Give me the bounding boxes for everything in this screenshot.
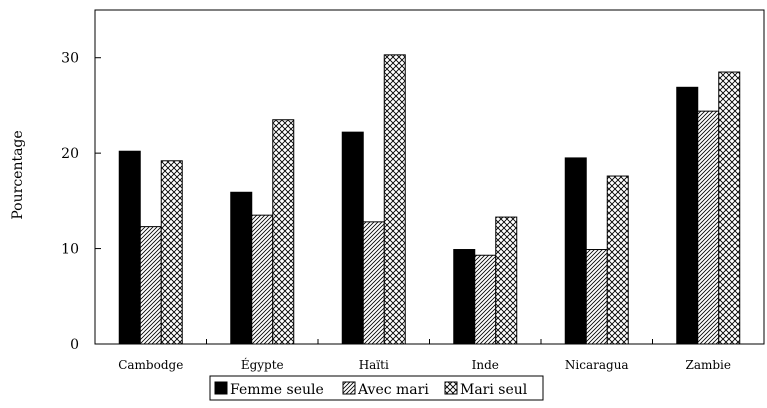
bar-mari-seul (495, 216, 518, 345)
bar-femme-seule (453, 249, 476, 345)
plot-frame (94, 9, 765, 345)
legend-label: Avec mari (357, 382, 429, 398)
bar-femme-seule (564, 157, 587, 345)
x-tick-label: Égypte (241, 357, 284, 372)
y-tick-label: 30 (61, 51, 79, 67)
x-tick-label: Inde (472, 358, 499, 372)
x-tick-label: Cambodge (118, 358, 183, 372)
x-tick-labels: Cambodge Égypte Haïti Inde Nicaragua Zambie (94, 339, 732, 372)
bar-mari-seul (160, 160, 183, 345)
bar-avec-mari (697, 110, 720, 345)
bar-mari-seul (272, 119, 295, 345)
bar-avec-mari (251, 214, 274, 345)
bar-mari-seul (606, 175, 629, 345)
bar-avec-mari (362, 221, 385, 345)
bar-avec-mari (139, 226, 162, 345)
x-tick-label: Zambie (686, 358, 732, 372)
y-axis-label: Pourcentage (10, 130, 26, 219)
bar-mari-seul (383, 54, 406, 345)
x-tick-label: Haïti (359, 358, 389, 372)
bar-avec-mari (585, 249, 608, 345)
bar-femme-seule (676, 86, 699, 345)
bar-femme-seule (341, 131, 364, 345)
y-tick-label: 20 (61, 146, 79, 162)
bar-mari-seul (718, 71, 741, 345)
legend-label: Femme seule (230, 382, 324, 398)
axes (94, 9, 765, 345)
legend-swatch (444, 381, 458, 395)
bar-avec-mari (474, 254, 497, 345)
y-ticks: 0 10 20 30 (61, 51, 101, 353)
bar-femme-seule (230, 191, 253, 345)
legend-label: Mari seul (460, 382, 528, 398)
y-tick-label: 0 (70, 337, 79, 353)
x-tick-label: Nicaragua (565, 358, 629, 372)
legend: Femme seule Avec mari Mari seul (209, 375, 544, 401)
legend-swatch (214, 381, 228, 395)
bars (118, 54, 741, 345)
bar-femme-seule (118, 150, 141, 345)
y-tick-label: 10 (61, 242, 79, 258)
legend-swatch (342, 381, 356, 395)
legend-box (209, 375, 544, 401)
